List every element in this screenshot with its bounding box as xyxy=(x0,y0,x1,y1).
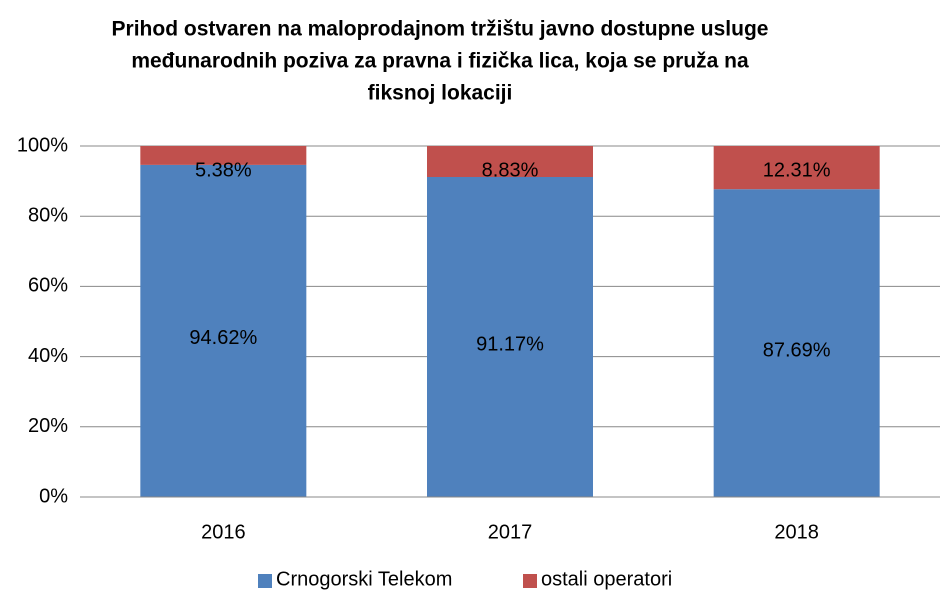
bar-segment xyxy=(713,189,880,497)
y-tick-label: 20% xyxy=(28,415,68,437)
data-label: 8.83% xyxy=(482,159,539,181)
bar-segment xyxy=(427,146,593,177)
y-tick-label: 60% xyxy=(28,275,68,297)
y-tick-label: 80% xyxy=(28,204,68,226)
data-label: 87.69% xyxy=(763,339,831,361)
data-label: 94.62% xyxy=(189,327,257,349)
chart-title: međunarodnih poziva za pravna i fizička … xyxy=(131,50,749,73)
data-label: 12.31% xyxy=(763,159,831,181)
chart-title: fiksnoj lokaciji xyxy=(368,82,513,105)
legend-label: ostali operatori xyxy=(541,568,672,590)
legend-label: Crnogorski Telekom xyxy=(276,568,452,590)
bar-segment xyxy=(713,146,880,190)
bar-segment xyxy=(140,146,307,165)
y-tick-label: 40% xyxy=(28,345,68,367)
data-label: 91.17% xyxy=(476,333,544,355)
x-tick-label: 2017 xyxy=(488,521,533,543)
y-tick-label: 100% xyxy=(17,134,68,156)
bar-segment xyxy=(140,164,307,498)
legend-swatch xyxy=(523,574,537,588)
chart-title: Prihod ostvaren na maloprodajnom tržištu… xyxy=(112,18,769,41)
y-tick-label: 0% xyxy=(39,485,68,507)
x-tick-label: 2018 xyxy=(774,521,819,543)
data-label: 5.38% xyxy=(195,159,252,181)
x-tick-label: 2016 xyxy=(201,521,246,543)
bar-segment xyxy=(427,176,593,498)
legend-swatch xyxy=(258,574,272,588)
